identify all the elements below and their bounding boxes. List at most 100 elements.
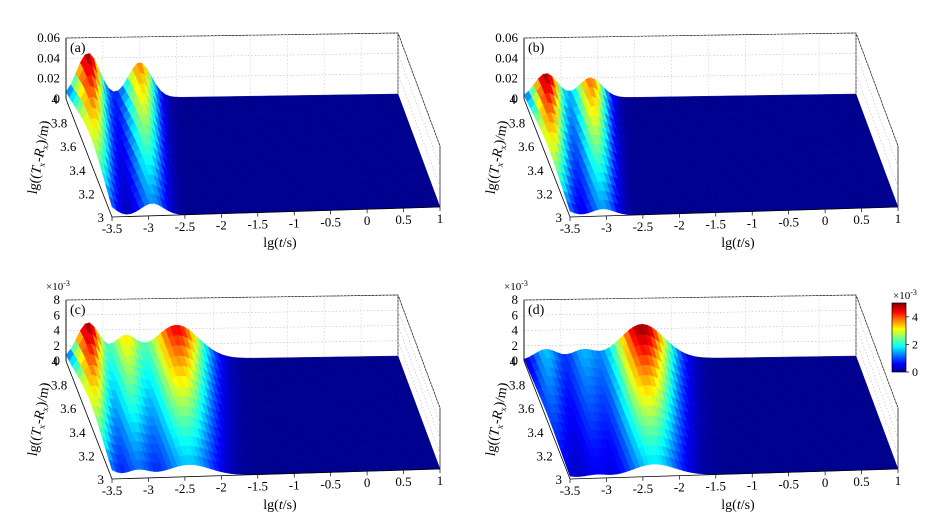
y-tick-label: 3.8 bbox=[509, 378, 525, 393]
x-tick-label: -1 bbox=[289, 215, 300, 230]
panel-b: -3.5 -3 -2.5 -2 -1.5 -1 -0.5 0 0.5 1 33.2 3.4 3.6 3.8… bbox=[484, 30, 902, 251]
back-wall bbox=[523, 32, 857, 99]
x-tick-label: -2 bbox=[216, 480, 227, 495]
panel-c: -3.5 -3 -2.5 -2 -1.5 -1 -0.5 0 0.5 1 33.2 3.4 3.6 3.8… bbox=[26, 279, 444, 513]
z-multiplier: ×10-3 bbox=[46, 279, 70, 293]
y-tick-label: 3.4 bbox=[69, 163, 86, 178]
x-tick-label: 0.5 bbox=[853, 474, 869, 489]
colorbar-tick-label: 2 bbox=[912, 337, 918, 351]
colorbar: ×10-3 0 2 4 bbox=[891, 288, 918, 379]
x-tick-label: -0.5 bbox=[778, 476, 799, 491]
x-tick-label: -2 bbox=[674, 480, 685, 495]
y-tick-label: 3 bbox=[556, 472, 563, 487]
y-tick-label: 3.2 bbox=[79, 186, 95, 201]
y-axis-label: lg((Tx-Rx)/m) bbox=[484, 381, 513, 457]
x-axis-label: lg(t/s) bbox=[263, 236, 297, 251]
x-tick-label: -2 bbox=[674, 218, 685, 233]
x-axis-line bbox=[111, 206, 441, 218]
x-tick-label: -1 bbox=[747, 215, 758, 230]
x-tick-label: -0.5 bbox=[320, 214, 341, 229]
y-tick-label: 4 bbox=[52, 92, 59, 107]
x-tick-label: -1 bbox=[289, 477, 300, 492]
z-tick-label: 0.02 bbox=[37, 71, 60, 86]
x-tick-label: -3.5 bbox=[560, 483, 581, 498]
x-tick-label: -1.5 bbox=[247, 479, 268, 494]
x-axis-label: lg(t/s) bbox=[721, 498, 755, 513]
surface bbox=[523, 323, 899, 477]
surface bbox=[523, 72, 899, 216]
y-tick-label: 3.6 bbox=[518, 139, 535, 154]
axes: -3.5 -3 -2.5 -2 -1.5 -1 -0.5 0 0.5 1 33.2 3.4 3.6 3.8… bbox=[37, 30, 443, 236]
colorbar-tick-label: 0 bbox=[912, 365, 918, 379]
x-tick-label: -1.5 bbox=[247, 217, 268, 232]
panel-label: (a) bbox=[70, 41, 86, 56]
x-tick-label: -2.5 bbox=[175, 481, 196, 496]
x-tick-label: 1 bbox=[437, 473, 444, 488]
x-tick-label: -3 bbox=[601, 220, 612, 235]
y-tick-label: 3.2 bbox=[537, 448, 553, 463]
back-wall bbox=[523, 294, 857, 361]
back-wall bbox=[65, 32, 399, 99]
x-tick-label: -3.5 bbox=[560, 221, 581, 236]
x-axis-label: lg(t/s) bbox=[263, 498, 297, 513]
z-tick-label: 4 bbox=[54, 323, 61, 338]
x-tick-label: -3.5 bbox=[102, 483, 123, 498]
y-tick-label: 3.4 bbox=[527, 163, 544, 178]
z-tick-label: 0 bbox=[54, 353, 61, 368]
z-tick-label: 0.04 bbox=[495, 50, 518, 65]
x-tick-label: -0.5 bbox=[320, 476, 341, 491]
x-tick-label: 0.5 bbox=[395, 212, 411, 227]
panel-a: -3.5 -3 -2.5 -2 -1.5 -1 -0.5 0 0.5 1 33.2 3.4 3.6 3.8… bbox=[26, 30, 444, 251]
surface bbox=[65, 322, 441, 475]
y-tick-label: 3 bbox=[98, 210, 105, 225]
z-tick-label: 2 bbox=[512, 338, 519, 353]
x-tick-label: 1 bbox=[895, 211, 902, 226]
colorbar-multiplier: ×10-3 bbox=[893, 288, 917, 302]
y-tick-label: 3.4 bbox=[69, 425, 86, 440]
x-tick-label: 1 bbox=[437, 211, 444, 226]
x-tick-label: -2 bbox=[216, 218, 227, 233]
panel-label: (c) bbox=[70, 303, 86, 318]
x-tick-label: -2.5 bbox=[633, 481, 654, 496]
y-tick-label: 3.6 bbox=[60, 139, 77, 154]
z-tick-label: 4 bbox=[512, 323, 519, 338]
x-tick-label: -1 bbox=[747, 477, 758, 492]
x-tick-label: 0 bbox=[822, 475, 829, 490]
panel-label: (b) bbox=[528, 41, 545, 56]
y-tick-label: 3 bbox=[556, 210, 563, 225]
z-tick-label: 6 bbox=[512, 307, 519, 322]
x-tick-label: -2.5 bbox=[175, 219, 196, 234]
z-tick-label: 0 bbox=[54, 91, 61, 106]
x-tick-label: -3 bbox=[143, 482, 154, 497]
y-tick-label: 3.4 bbox=[527, 425, 544, 440]
y-tick-label: 3.6 bbox=[518, 401, 535, 416]
z-tick-label: 0.04 bbox=[37, 50, 60, 65]
x-tick-label: 0.5 bbox=[853, 212, 869, 227]
y-tick-label: 3.2 bbox=[79, 448, 95, 463]
x-tick-label: 1 bbox=[895, 473, 902, 488]
x-tick-label: -3 bbox=[143, 220, 154, 235]
y-axis-label: lg((Tx-Rx)/m) bbox=[484, 119, 513, 195]
x-tick-label: 0 bbox=[364, 475, 371, 490]
y-axis-label: lg((Tx-Rx)/m) bbox=[26, 381, 55, 457]
surface bbox=[65, 53, 441, 215]
y-tick-label: 3.8 bbox=[51, 116, 67, 131]
x-tick-label: -3.5 bbox=[102, 221, 123, 236]
z-multiplier: ×10-3 bbox=[504, 279, 528, 293]
panel-d: -3.5 -3 -2.5 -2 -1.5 -1 -0.5 0 0.5 1 33.2 3.4 3.6 3.8… bbox=[484, 279, 902, 513]
colorbar-gradient bbox=[891, 302, 907, 373]
panel-label: (d) bbox=[528, 303, 545, 318]
y-axis-label: lg((Tx-Rx)/m) bbox=[26, 119, 55, 195]
x-tick-label: 0 bbox=[822, 213, 829, 228]
y-tick-label: 3.6 bbox=[60, 401, 77, 416]
x-tick-label: -1.5 bbox=[705, 479, 726, 494]
z-tick-label: 0 bbox=[512, 353, 519, 368]
z-tick-label: 0.02 bbox=[495, 71, 518, 86]
z-tick-label: 8 bbox=[512, 292, 519, 307]
z-tick-label: 0.06 bbox=[495, 30, 518, 45]
z-tick-label: 8 bbox=[54, 292, 61, 307]
z-tick-label: 6 bbox=[54, 307, 61, 322]
x-tick-label: -0.5 bbox=[778, 214, 799, 229]
z-tick-label: 2 bbox=[54, 338, 61, 353]
